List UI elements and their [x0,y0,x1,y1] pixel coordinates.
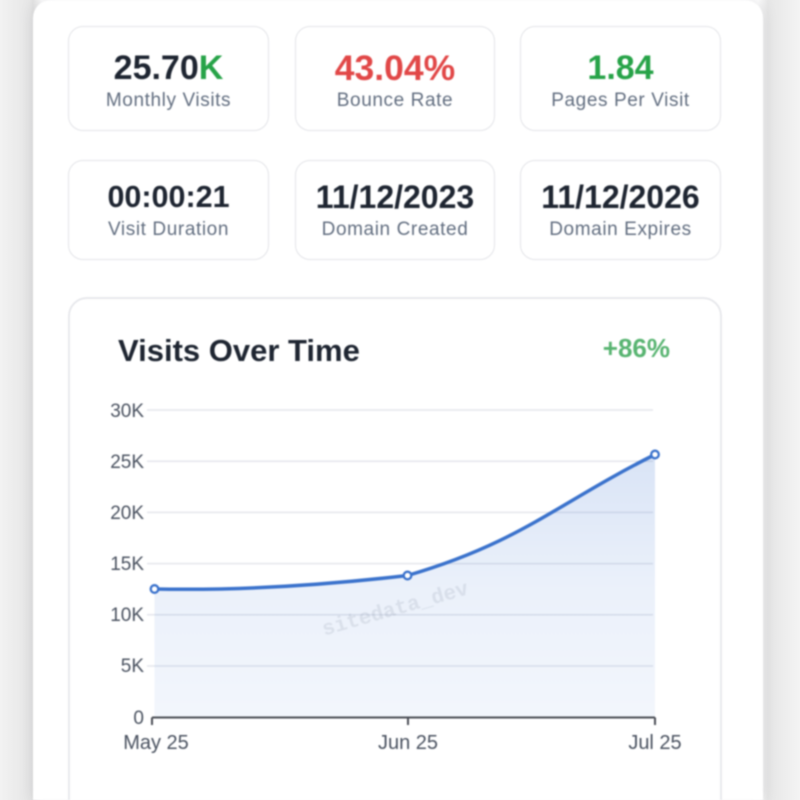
svg-text:+86%: +86% [603,333,670,363]
svg-text:May 25: May 25 [123,732,189,754]
svg-text:25K: 25K [110,452,144,473]
svg-text:5K: 5K [121,656,145,677]
svg-text:15K: 15K [110,554,144,575]
svg-text:0: 0 [133,708,144,729]
svg-text:20K: 20K [110,503,144,524]
svg-text:30K: 30K [110,401,144,422]
svg-text:Jun 25: Jun 25 [378,732,438,754]
svg-text:10K: 10K [110,605,144,626]
svg-text:Visits Over Time: Visits Over Time [118,333,360,368]
svg-text:Jul 25: Jul 25 [628,732,681,754]
